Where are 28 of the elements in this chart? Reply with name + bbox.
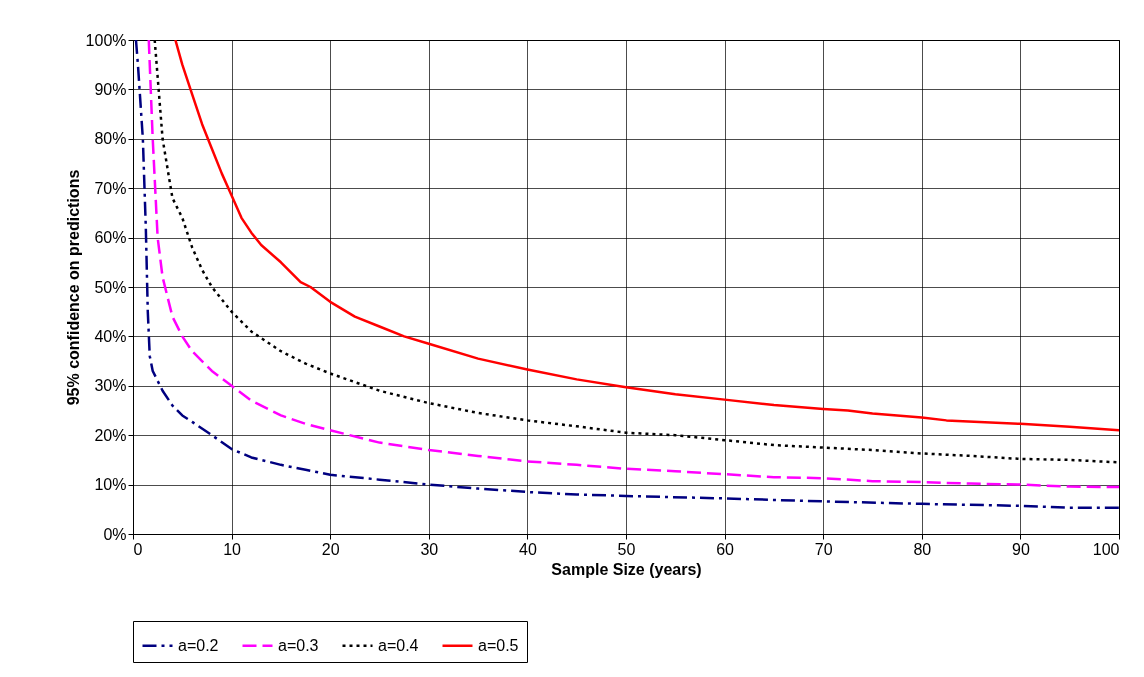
- y-tick-label: 50%: [94, 278, 127, 296]
- x-tick-label: 60: [716, 540, 735, 558]
- legend-label: a=0.5: [478, 636, 519, 654]
- y-tick-label: 10%: [94, 476, 127, 494]
- x-tick-label: 0: [133, 540, 143, 558]
- x-tick-label: 40: [519, 540, 537, 558]
- y-tick-label: 60%: [94, 229, 127, 247]
- legend-label: a=0.3: [278, 636, 319, 654]
- y-tick-label: 0%: [103, 525, 127, 543]
- x-tick-label: 90: [1012, 540, 1030, 558]
- x-tick-label: 50: [617, 540, 636, 558]
- y-axis-title: 95% confidence on predictions: [64, 169, 82, 406]
- x-tick-label: 100: [1092, 540, 1120, 558]
- y-tick-label: 40%: [94, 327, 127, 345]
- x-tick-label: 70: [814, 540, 833, 558]
- y-tick-label: 80%: [94, 130, 127, 148]
- legend-label: a=0.2: [178, 636, 219, 654]
- y-tick-label: 90%: [94, 80, 127, 98]
- y-tick-label: 70%: [94, 179, 127, 197]
- x-axis-title: Sample Size (years): [551, 560, 702, 578]
- x-tick-label: 20: [321, 540, 340, 558]
- x-tick-label: 80: [913, 540, 932, 558]
- y-tick-label: 20%: [94, 426, 127, 444]
- y-tick-label: 30%: [94, 377, 127, 395]
- x-tick-label: 10: [223, 540, 242, 558]
- x-tick-label: 30: [420, 540, 439, 558]
- legend-label: a=0.4: [378, 636, 419, 654]
- y-tick-label: 100%: [85, 31, 127, 49]
